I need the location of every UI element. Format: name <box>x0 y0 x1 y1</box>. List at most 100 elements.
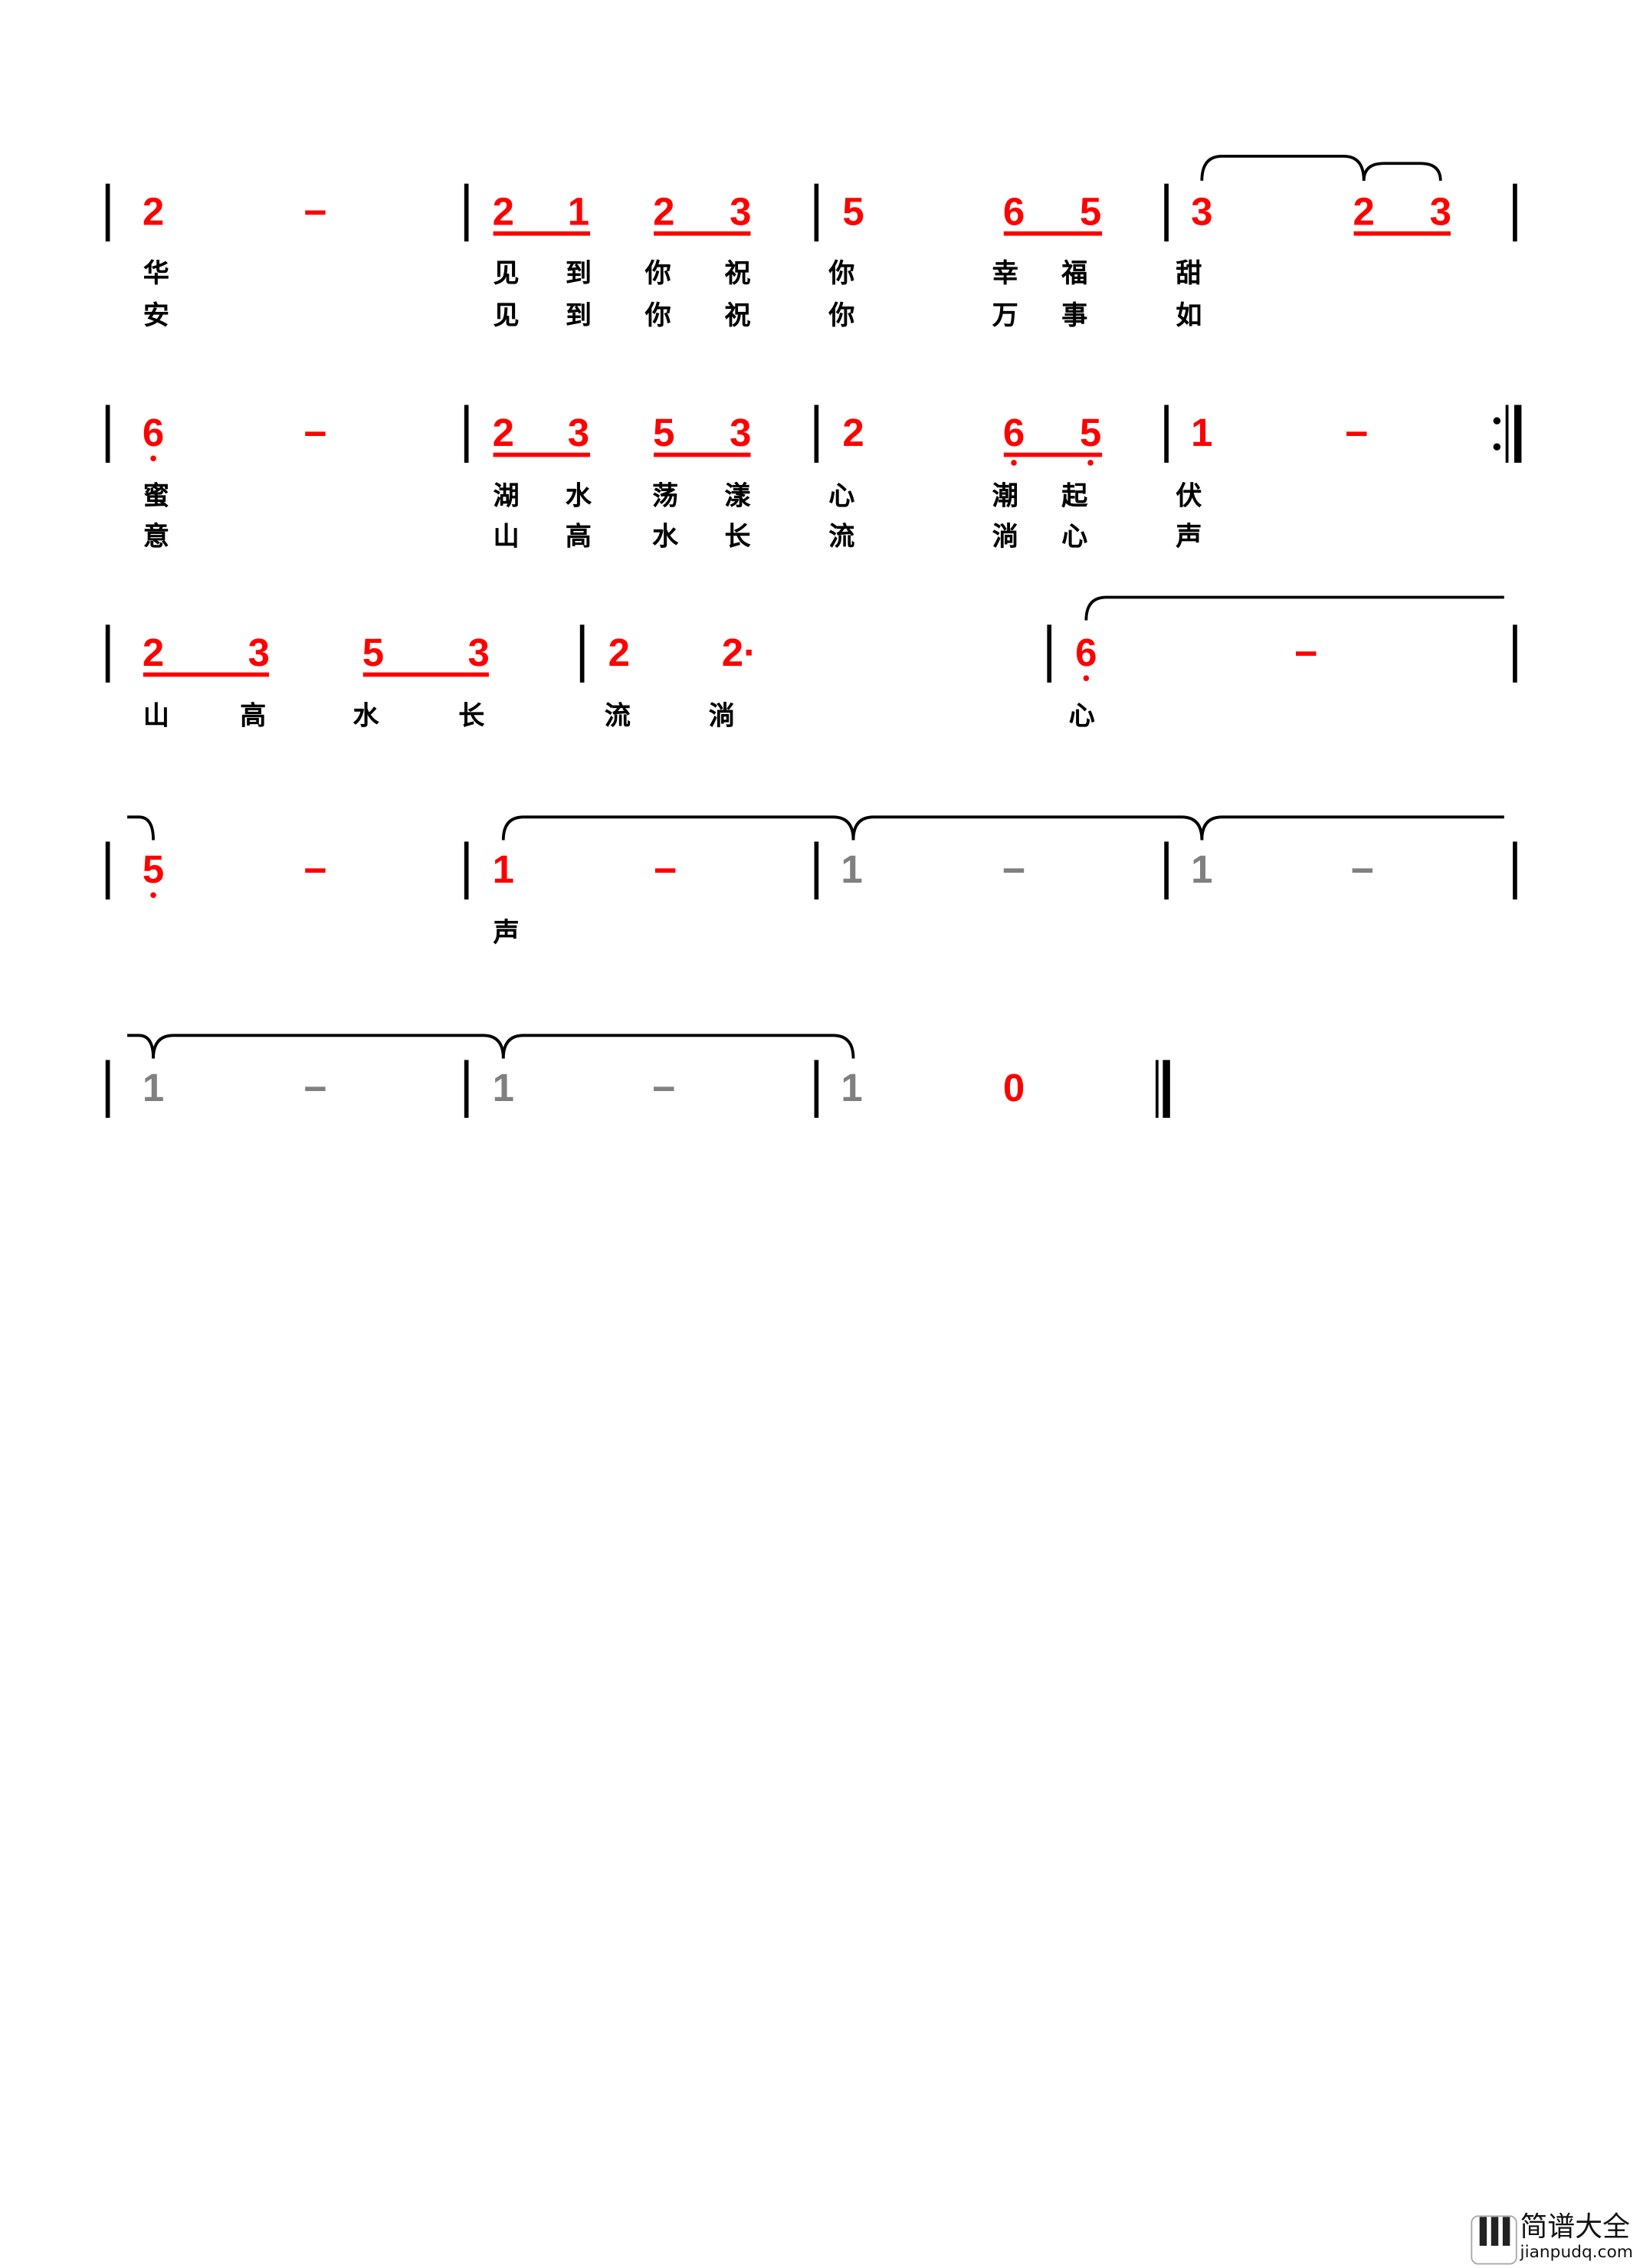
slur <box>1200 815 1504 841</box>
eighth-underline <box>143 672 270 677</box>
sustain-dash <box>305 1086 326 1091</box>
eighth-underline <box>1003 452 1103 457</box>
note: 2· <box>721 631 757 675</box>
low-octave-dot <box>150 892 156 899</box>
slur <box>1362 162 1442 182</box>
note: 1 <box>492 847 514 892</box>
lyric: 荡 <box>652 481 679 513</box>
note: 2 <box>1353 190 1375 234</box>
eighth-underline <box>362 672 489 677</box>
lyric: 湖 <box>493 481 520 513</box>
lyric: 水 <box>353 701 379 732</box>
low-octave-dot <box>1011 460 1017 466</box>
note: 3 <box>467 631 490 675</box>
note: 0 <box>1002 1066 1025 1110</box>
lyric: 事 <box>1061 300 1088 332</box>
lyric: 幸 <box>992 258 1018 290</box>
note: 6 <box>1002 190 1025 234</box>
sustain-dash <box>305 210 326 215</box>
slur <box>1084 595 1504 621</box>
lyric: 声 <box>1176 522 1202 552</box>
note: 2 <box>608 631 630 675</box>
lyric: 流 <box>828 522 855 552</box>
barline <box>464 405 468 463</box>
note: 2 <box>492 190 514 234</box>
eighth-underline <box>1353 231 1451 236</box>
slur <box>1200 154 1366 181</box>
barline <box>105 624 110 683</box>
lyric: 如 <box>1176 300 1202 332</box>
barline-thin <box>1155 1060 1159 1118</box>
barline <box>814 1060 818 1118</box>
eighth-underline <box>493 231 591 236</box>
lyric: 到 <box>565 258 592 290</box>
sustain-dash <box>654 868 676 873</box>
lyric: 到 <box>565 300 592 332</box>
lyric: 高 <box>240 701 267 732</box>
low-octave-dot <box>1083 675 1090 681</box>
eighth-underline <box>654 231 751 236</box>
lyric: 流 <box>604 701 631 732</box>
barline <box>1047 624 1051 683</box>
slur <box>127 815 155 841</box>
lyric: 华 <box>143 258 169 290</box>
lyric: 你 <box>828 300 855 332</box>
barline <box>1513 624 1517 683</box>
lyric: 淌 <box>708 701 735 732</box>
barline <box>814 183 818 242</box>
site-logo: 简谱大全 jianpudq.com <box>1471 2213 1643 2265</box>
barline <box>105 183 110 242</box>
lyric: 山 <box>143 701 169 732</box>
note: 3 <box>730 411 752 455</box>
lyric: 潮 <box>992 481 1018 513</box>
logo-site: jianpudq.com <box>1520 2241 1634 2262</box>
barline <box>105 841 110 900</box>
note: 6 <box>142 411 165 455</box>
lyric: 淌 <box>992 522 1018 552</box>
sustain-dash <box>1296 651 1317 656</box>
eighth-underline <box>493 452 591 457</box>
note: 2 <box>653 190 675 234</box>
slur <box>152 1034 505 1059</box>
lyric: 心 <box>1061 522 1088 552</box>
note: 2 <box>492 411 514 455</box>
barline <box>1513 183 1517 242</box>
lyric: 万 <box>992 300 1018 332</box>
barline <box>814 405 818 463</box>
sustain-dash <box>1003 868 1025 873</box>
eighth-underline <box>654 452 751 457</box>
barline <box>814 841 818 900</box>
slur <box>851 815 1204 841</box>
lyric: 长 <box>458 701 485 732</box>
barline-thick <box>1163 1060 1170 1118</box>
note: 1 <box>1191 847 1213 892</box>
note: 1 <box>841 1066 863 1110</box>
lyric: 你 <box>828 258 855 290</box>
barline <box>105 1060 110 1118</box>
lyric: 甜 <box>1176 258 1202 290</box>
note: 2 <box>142 190 165 234</box>
lyric: 祝 <box>724 258 751 290</box>
note: 1 <box>1191 411 1213 455</box>
lyric: 你 <box>644 258 671 290</box>
barline <box>464 1060 468 1118</box>
note: 1 <box>567 190 590 234</box>
note: 1 <box>492 1066 514 1110</box>
eighth-underline <box>1003 231 1103 236</box>
lyric: 山 <box>493 522 520 552</box>
note: 6 <box>1075 631 1097 675</box>
note: 5 <box>362 631 385 675</box>
note: 3 <box>730 190 752 234</box>
slur <box>501 815 855 841</box>
barline <box>1164 841 1168 900</box>
note: 1 <box>841 847 863 892</box>
note: 5 <box>1079 190 1102 234</box>
barline-thin <box>1505 405 1509 463</box>
repeat-dot <box>1493 417 1501 424</box>
lyric: 伏 <box>1176 481 1202 513</box>
barline <box>579 624 584 683</box>
sustain-dash <box>1346 431 1367 437</box>
slur <box>127 1034 155 1059</box>
note: 3 <box>248 631 271 675</box>
